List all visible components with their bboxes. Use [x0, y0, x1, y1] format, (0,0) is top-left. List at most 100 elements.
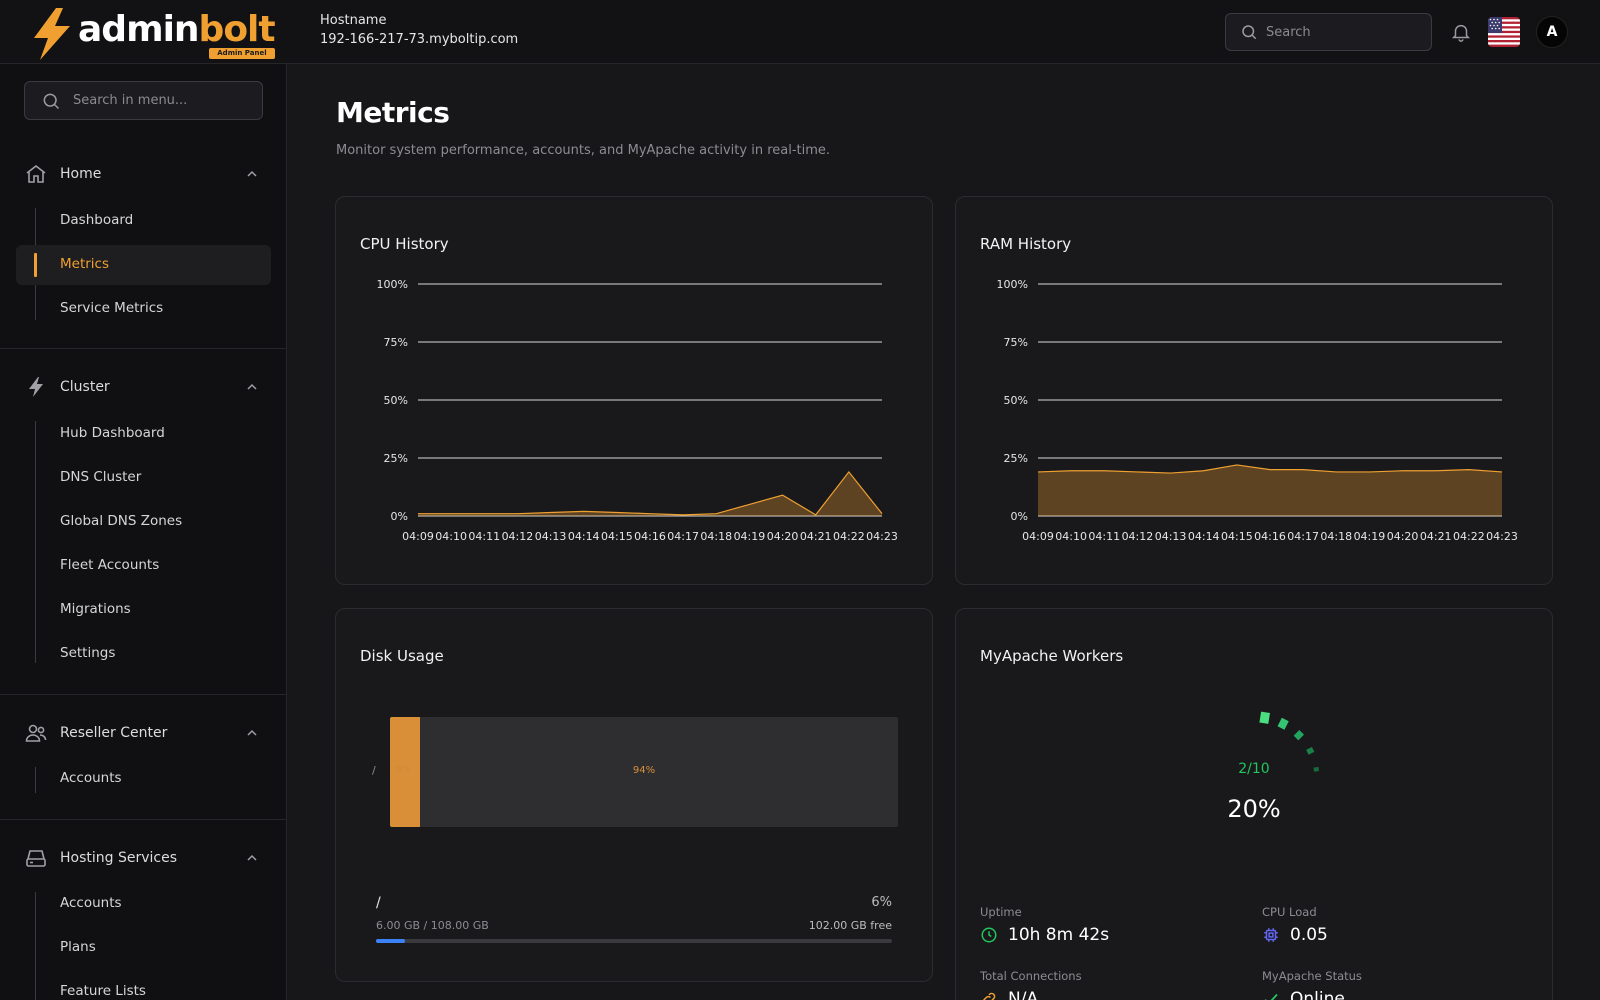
ram-x-tick-label: 04:16: [1254, 530, 1286, 543]
sidebar-item-global-dns-zones[interactable]: Global DNS Zones: [60, 513, 183, 529]
uptime-text: 10h 8m 42s: [1008, 925, 1110, 945]
bell-icon[interactable]: [1450, 20, 1472, 44]
disk-usage-card: Disk Usage / 6% 94% / 6% 6.00 GB / 108.0…: [335, 608, 933, 982]
sidebar-divider: [0, 819, 286, 820]
ram-x-tick-label: 04:11: [1088, 530, 1120, 543]
sidebar-item-fleet-accounts[interactable]: Fleet Accounts: [60, 557, 160, 573]
cpu-x-tick-label: 04:21: [800, 530, 832, 543]
disk-usage-percent: 6%: [871, 895, 892, 910]
cpu-x-tick-label: 04:09: [402, 530, 434, 543]
uptime-value: 10h 8m 42s: [980, 925, 1109, 945]
header-search[interactable]: [1225, 13, 1432, 51]
cpu-icon: [1264, 928, 1278, 942]
ram-x-tick-label: 04:15: [1221, 530, 1253, 543]
sidebar-subline: [35, 421, 36, 663]
card-title: RAM History: [980, 235, 1072, 253]
cpu-x-tick-label: 04:16: [634, 530, 666, 543]
sidebar-item-metrics-bg[interactable]: [16, 245, 271, 285]
sidebar-item-hosting-accounts[interactable]: Accounts: [60, 895, 122, 911]
sidebar-item-dashboard[interactable]: Dashboard: [60, 212, 134, 228]
disk-usage-bar: 6% 94%: [390, 717, 898, 827]
hostname-block: Hostname 192-166-217-73.myboltip.com: [320, 12, 518, 50]
ram-x-tick-label: 04:12: [1122, 530, 1154, 543]
disk-chart-category-label: /: [372, 764, 376, 777]
gauge-segment: [1313, 766, 1320, 772]
bolt-logo-icon: [34, 8, 70, 60]
link-icon: [983, 992, 996, 1000]
ram-history-chart: 0% 25% 50% 75% 100% 04:09 04:10 04:11 04:12 04:13…: [997, 278, 1518, 543]
cpu-x-tick-label: 04:17: [667, 530, 699, 543]
sidebar-group-cluster[interactable]: Cluster: [24, 375, 264, 399]
sidebar-item-dns-cluster[interactable]: DNS Cluster: [60, 469, 142, 485]
search-icon: [1242, 25, 1257, 40]
chevron-up-icon[interactable]: [246, 852, 258, 864]
page-subtitle: Monitor system performance, accounts, an…: [336, 143, 831, 158]
home-icon: [26, 164, 46, 183]
cpu-x-tick-label: 04:18: [700, 530, 732, 543]
sidebar-divider: [0, 348, 286, 349]
clock-icon: [981, 927, 997, 943]
sidebar-item-settings[interactable]: Settings: [60, 645, 116, 661]
chevron-up-icon[interactable]: [246, 727, 258, 739]
disk-mount-point: /: [376, 895, 381, 911]
sidebar-group-label: Reseller Center: [60, 725, 168, 741]
disk-used-segment: 6%: [390, 717, 421, 827]
ram-y-tick-label: 75%: [1004, 336, 1028, 349]
cpu-x-tick-label: 04:10: [435, 530, 467, 543]
ram-x-tick-label: 04:21: [1420, 530, 1452, 543]
cpu-area: [418, 471, 882, 516]
total-connections-value: N/A: [980, 989, 1038, 1000]
total-connections-label: Total Connections: [980, 969, 1082, 983]
gauge-segment: [1277, 717, 1289, 730]
disk-progress-fill: [376, 939, 405, 943]
ram-y-tick-label: 50%: [1004, 394, 1028, 407]
sidebar-item-reseller-accounts[interactable]: Accounts: [60, 770, 122, 786]
ram-x-tick-label: 04:18: [1320, 530, 1352, 543]
sidebar-group-hosting-services[interactable]: Hosting Services: [24, 846, 264, 870]
ram-y-tick-label: 100%: [997, 278, 1028, 291]
disk-progress-track: [376, 939, 892, 943]
brand-logo[interactable]: adminbolt Admin Panel: [30, 8, 276, 60]
sidebar-item-service-metrics[interactable]: Service Metrics: [60, 300, 164, 316]
hostname-value: 192-166-217-73.myboltip.com: [320, 32, 519, 47]
workers-percent: 20%: [1227, 795, 1281, 823]
cpu-x-tick-label: 04:12: [502, 530, 534, 543]
cpu-x-tick-label: 04:20: [767, 530, 799, 543]
workers-gauge: [1259, 711, 1320, 772]
cpu-y-tick-label: 75%: [384, 336, 408, 349]
myapache-status-label: MyApache Status: [1262, 969, 1362, 983]
cpu-x-tick-label: 04:14: [568, 530, 600, 543]
user-avatar[interactable]: A: [1536, 16, 1568, 48]
sidebar-group-home[interactable]: Home: [24, 162, 264, 186]
chevron-up-icon[interactable]: [246, 381, 258, 393]
ram-x-tick-label: 04:14: [1188, 530, 1220, 543]
gauge-segment: [1259, 711, 1271, 724]
ram-x-tick-label: 04:23: [1486, 530, 1518, 543]
cpu-history-chart: 0% 25% 50% 75% 100% 04:09 04:10 04:11 04:12 04:13…: [377, 278, 898, 543]
ram-x-tick-label: 04:10: [1055, 530, 1087, 543]
sidebar-item-metrics[interactable]: Metrics: [60, 256, 110, 272]
sidebar-item-migrations[interactable]: Migrations: [60, 601, 131, 617]
sidebar-subline: [35, 767, 36, 793]
sidebar-search-input[interactable]: [73, 93, 243, 108]
cpu-line: [418, 470, 883, 516]
sidebar-item-plans[interactable]: Plans: [60, 939, 96, 955]
sidebar-item-feature-lists[interactable]: Feature Lists: [60, 983, 146, 999]
sidebar-subline: [35, 892, 36, 1000]
sidebar-item-hub-dashboard[interactable]: Hub Dashboard: [60, 425, 165, 441]
sidebar-group-reseller-center[interactable]: Reseller Center: [24, 721, 264, 745]
header-search-input[interactable]: [1266, 24, 1416, 40]
ram-x-tick-label: 04:17: [1287, 530, 1319, 543]
myapache-workers-card: MyApache Workers 2/10 20% Uptime 10h 8m …: [955, 608, 1553, 1000]
ram-history-card: RAM History 0% 25% 50% 75% 100% 04:09 04:10 04:…: [955, 196, 1553, 585]
check-icon: [1264, 993, 1278, 1000]
us-flag-icon[interactable]: [1488, 17, 1520, 47]
sidebar-search[interactable]: [24, 81, 263, 120]
ram-y-tick-label: 0%: [1011, 510, 1028, 523]
cpu-y-tick-label: 25%: [384, 452, 408, 465]
disk-free-text: 102.00 GB free: [808, 919, 892, 932]
card-title: MyApache Workers: [980, 647, 1124, 665]
chevron-up-icon[interactable]: [246, 168, 258, 180]
sidebar-group-label: Home: [60, 166, 102, 182]
cpu-x-tick-label: 04:11: [468, 530, 500, 543]
